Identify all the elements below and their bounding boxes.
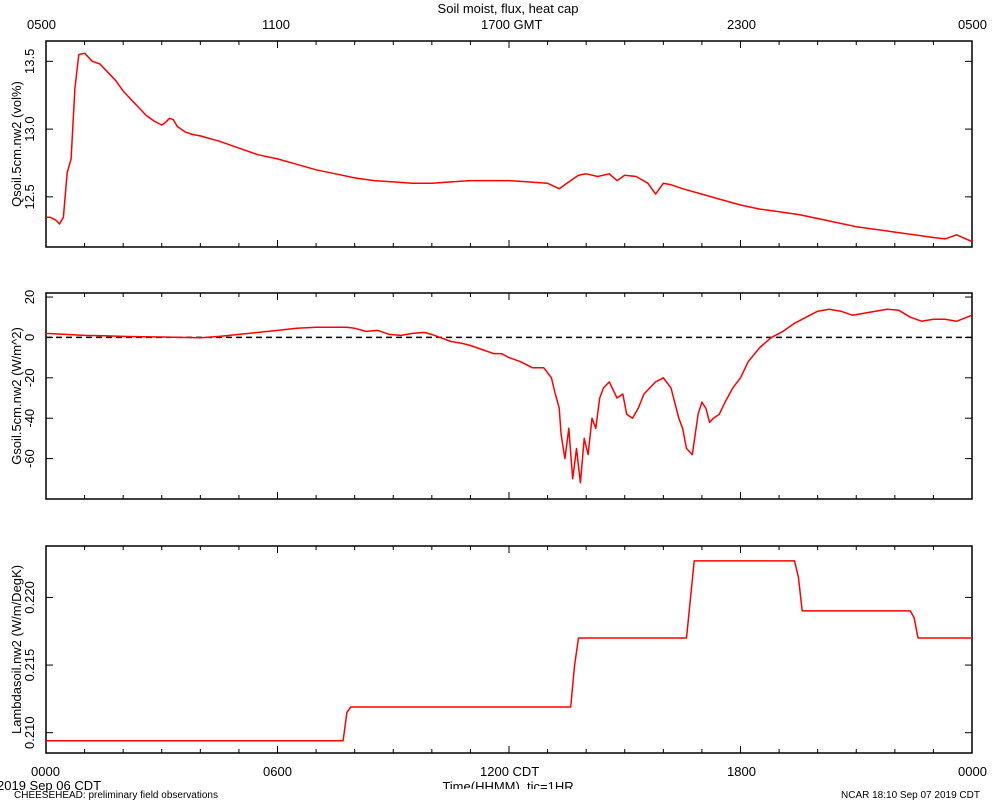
footer-right: NCAR 18:10 Sep 07 2019 CDT [841, 790, 980, 801]
panel-1-series-line [45, 308, 973, 484]
chart-title: Soil moist, flux, heat cap [437, 1, 579, 16]
panel-0-ytick-label-1: 13.0 [22, 116, 37, 141]
panel-1-ytick-label-4: 20 [22, 290, 37, 304]
top-tick-label-0: 0500 [27, 17, 56, 32]
panel-2-ytick-label-1: 0.215 [22, 649, 37, 682]
footer-left: CHEESEHEAD: preliminary field observatio… [14, 790, 218, 801]
bottom-tick-label-1: 0600 [263, 764, 292, 779]
top-tick-label-1: 1100 [262, 17, 290, 32]
bottom-tick-label-0: 0000 [31, 764, 60, 779]
panel-0-frame [45, 40, 973, 248]
panel-1-ytick-label-2: -20 [22, 368, 37, 387]
panel-1-ytick-label-0: -60 [22, 449, 37, 468]
panel-0-ylabel: Qsoil.5cm.nw2 (vol%) [9, 81, 24, 207]
panel-2-frame [45, 545, 973, 754]
x-axis-label: Time(HHMM), tic=1HR [442, 780, 574, 789]
panel-2-ytick-label-0: 0.210 [22, 716, 37, 749]
date-label: 2019 Sep 06 CDT [0, 778, 102, 793]
panel-1-frame [45, 292, 973, 500]
bottom-tick-label-4: 0000 [958, 764, 987, 779]
top-tick-label-4: 0500 [958, 17, 987, 32]
panel-1-ytick-label-1: -40 [22, 409, 37, 428]
panel-2-ytick-label-2: 0.220 [22, 581, 37, 614]
top-tick-label-2: 1700 GMT [481, 17, 543, 32]
panel-1-ylabel: Gsoil.5cm.nw2 (W/m^2) [9, 327, 24, 465]
panel-2-series-line [46, 560, 972, 742]
panel-0-ytick-label-0: 12.5 [22, 184, 37, 209]
bottom-tick-label-2: 1200 CDT [480, 764, 540, 779]
panel-0-series-line [46, 52, 973, 243]
panel-2-ylabel: Lambdasoil.nw2 (W/m/DegK) [9, 565, 24, 734]
panel-0-ytick-label-2: 13.5 [22, 49, 37, 74]
top-tick-label-3: 2300 [727, 17, 756, 32]
bottom-tick-label-3: 1800 [727, 764, 756, 779]
panel-1-ytick-label-3: 0 [22, 334, 37, 341]
